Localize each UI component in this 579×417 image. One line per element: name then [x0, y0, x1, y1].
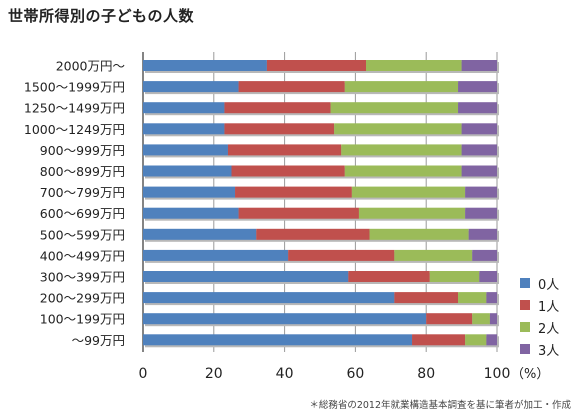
category-label: 400〜499万円 — [40, 248, 125, 263]
bar-segment — [344, 81, 459, 93]
chart-title: 世帯所得別の子どもの人数 — [8, 7, 195, 25]
bar-segment — [266, 60, 367, 71]
bar-segment — [143, 186, 236, 198]
bar-segment — [461, 60, 497, 71]
legend-swatch-0 — [520, 278, 530, 288]
legend-label-0: 0人 — [538, 277, 560, 293]
bar-segment — [465, 334, 487, 346]
bar-segment — [348, 271, 430, 282]
legend-swatch-2 — [520, 322, 530, 332]
bar-segment — [344, 165, 462, 177]
bar-segment — [351, 186, 466, 198]
category-label: 300〜399万円 — [40, 270, 125, 285]
x-unit-label: （%） — [511, 367, 549, 382]
bar-segment — [143, 102, 225, 114]
bar-segment — [143, 313, 427, 325]
bar-segment — [224, 102, 331, 114]
bar-segment — [394, 249, 473, 261]
bar-segment — [256, 228, 370, 240]
x-tick-label: 0 — [139, 366, 148, 382]
legend: 0人 1人 2人 3人 — [520, 272, 559, 360]
bar-segment — [465, 207, 497, 219]
category-label: 700〜799万円 — [40, 185, 125, 200]
bar-segment — [143, 81, 239, 93]
category-label: 1250〜1499万円 — [24, 101, 125, 116]
bar-segment — [458, 102, 497, 114]
bar-segment — [143, 60, 267, 71]
bar-segment — [486, 334, 497, 346]
category-label: 1500〜1999万円 — [24, 80, 125, 95]
bar-segment — [458, 292, 487, 304]
category-label: 2000万円〜 — [56, 59, 125, 74]
bar-segment — [143, 292, 395, 304]
bar-segment — [468, 228, 497, 240]
bar-segment — [394, 292, 459, 304]
legend-item-2: 2人 — [520, 316, 559, 338]
legend-label-1: 1人 — [538, 299, 560, 315]
x-tick-labels: 0 20 40 60 80 100 （%） — [139, 366, 550, 382]
bar-segment — [231, 165, 345, 177]
bar-segment — [479, 271, 497, 282]
bar-segment — [465, 186, 497, 198]
category-label: 1000〜1249万円 — [24, 122, 125, 137]
bar-segment — [227, 144, 342, 156]
bar-segment — [458, 81, 497, 93]
legend-item-0: 0人 — [520, 272, 559, 294]
legend-item-3: 3人 — [520, 338, 559, 360]
bar-segment — [238, 81, 345, 93]
x-tick-label: 100 — [484, 366, 511, 382]
category-label: 600〜699万円 — [40, 206, 125, 221]
bar-segment — [486, 292, 497, 304]
x-tick-label: 80 — [417, 366, 435, 382]
category-label: 900〜999万円 — [40, 143, 125, 158]
bar-segment — [412, 334, 466, 346]
category-label: 500〜599万円 — [40, 227, 125, 242]
x-tick-label: 60 — [346, 366, 364, 382]
bar-segment — [143, 165, 232, 177]
bars — [143, 60, 499, 348]
legend-swatch-1 — [520, 300, 530, 310]
bar-segment — [143, 334, 413, 346]
bar-segment — [143, 249, 289, 261]
bar-segment — [472, 313, 490, 325]
bar-segment — [358, 207, 466, 219]
bar-segment — [143, 271, 349, 282]
bar-segment — [366, 60, 462, 71]
x-tick-label: 20 — [205, 366, 223, 382]
bar-segment — [426, 313, 473, 325]
bar-segment — [341, 144, 462, 156]
category-labels: 2000万円〜 1500〜1999万円 1250〜1499万円 1000〜1249万円… — [24, 59, 125, 348]
legend-label-2: 2人 — [538, 321, 560, 337]
bar-segment — [489, 313, 497, 325]
legend-swatch-3 — [520, 344, 530, 354]
bar-segment — [238, 207, 359, 219]
bar-segment — [143, 144, 228, 156]
bar-segment — [461, 165, 497, 177]
legend-label-3: 3人 — [538, 343, 560, 359]
bar-segment — [334, 123, 462, 135]
category-label: 〜99万円 — [72, 333, 125, 348]
bar-segment — [429, 271, 480, 282]
category-label: 200〜299万円 — [40, 291, 125, 306]
category-label: 800〜899万円 — [40, 164, 125, 179]
grid-lines — [142, 52, 498, 352]
bar-segment — [330, 102, 459, 114]
bar-segment — [288, 249, 395, 261]
bar-segment — [143, 228, 257, 240]
category-label: 100〜199万円 — [40, 312, 125, 327]
bar-segment — [369, 228, 469, 240]
source-note: ＊総務省の2012年就業構造基本調査を基に筆者が加工・作成 — [309, 400, 571, 411]
bar-segment — [143, 207, 239, 219]
bar-segment — [224, 123, 335, 135]
bar-segment — [461, 123, 497, 135]
bar-segment — [143, 123, 225, 135]
x-tick-label: 40 — [276, 366, 294, 382]
legend-item-1: 1人 — [520, 294, 559, 316]
bar-segment — [461, 144, 497, 156]
bar-segment — [472, 249, 497, 261]
bar-segment — [235, 186, 352, 198]
